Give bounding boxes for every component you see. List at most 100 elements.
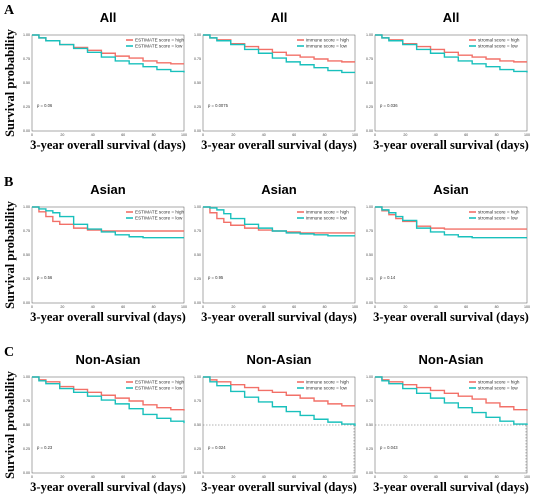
x-tick-label-c3: 100 [524,475,530,479]
p-value-a3: p = 0.036 [380,103,398,108]
x-tick-label-a3: 80 [495,133,499,137]
x-tick-label-b1: 20 [60,305,64,309]
y-tick-label-c2: 1.00 [194,375,201,379]
y-tick-label-a1: 0.00 [23,129,30,133]
x-tick-label-c1: 20 [60,475,64,479]
y-tick-label-a1: 0.75 [23,57,30,61]
y-tick-label-b2: 0.50 [194,253,201,257]
chart-title-c3: Non-Asian [419,352,484,367]
legend-label-low-c3: stromal score = low [478,386,518,391]
y-tick-label-a1: 0.25 [23,105,30,109]
y-tick-label-c3: 0.25 [366,447,373,451]
legend-label-high-c1: ESTIMATE score = high [135,380,185,385]
x-tick-label-b3: 0 [374,305,376,309]
x-tick-label-c1: 40 [91,475,95,479]
legend-label-high-c2: immune score = high [306,380,349,385]
y-tick-label-c2: 0.75 [194,399,201,403]
x-tick-label-b1: 60 [121,305,125,309]
plot-frame-a2 [202,34,356,132]
x-tick-label-c2: 80 [323,475,327,479]
y-tick-label-b1: 0.00 [23,301,30,305]
x-tick-label-b3: 40 [434,305,438,309]
km-curve-high-b1 [32,206,184,232]
x-tick-label-b2: 80 [323,305,327,309]
y-tick-label-a2: 0.25 [194,105,201,109]
p-value-c3: p = 0.043 [380,445,398,450]
chart-title-b1: Asian [90,182,125,197]
panel-letter-b: B [4,175,13,190]
x-tick-label-a2: 40 [262,133,266,137]
x-axis-label-c3: 3-year overall survival (days) [373,480,529,494]
y-tick-label-c1: 0.50 [23,423,30,427]
legend-label-high-a1: ESTIMATE score = high [135,38,185,43]
x-tick-label-b2: 40 [262,305,266,309]
x-tick-label-c3: 0 [374,475,376,479]
panel-letter-c: C [4,345,14,360]
x-axis-label-c1: 3-year overall survival (days) [30,480,186,494]
chart-title-a2: All [271,10,288,25]
legend-label-high-b2: immune score = high [306,210,349,215]
x-tick-label-b3: 20 [403,305,407,309]
y-tick-label-a2: 1.00 [194,33,201,37]
y-tick-label-a3: 0.75 [366,57,373,61]
y-tick-label-c1: 0.75 [23,399,30,403]
p-value-a1: p = 0.06 [37,103,53,108]
panel-letter-a: A [4,3,15,18]
km-curve-low-b1 [32,206,184,239]
x-tick-label-c3: 80 [495,475,499,479]
y-tick-label-c1: 0.25 [23,447,30,451]
km-curve-low-c2 [203,376,356,426]
x-tick-label-c2: 0 [202,475,204,479]
x-tick-label-c3: 20 [403,475,407,479]
plot-frame-a3 [374,34,528,132]
km-curve-low-c1 [32,376,185,424]
y-tick-label-a1: 0.50 [23,81,30,85]
y-axis-label-b1: Survival probability [3,200,17,309]
x-tick-label-b3: 100 [524,305,530,309]
x-tick-label-a1: 100 [181,133,187,137]
km-curve-low-b2 [203,206,355,237]
y-tick-label-c3: 0.50 [366,423,373,427]
legend-label-low-c1: ESTIMATE score = low [135,386,183,391]
legend-label-low-b3: stromal score = low [478,216,518,221]
p-value-b1: p = 0.56 [37,275,53,280]
y-tick-label-c3: 1.00 [366,375,373,379]
chart-title-b2: Asian [261,182,296,197]
y-tick-label-a2: 0.75 [194,57,201,61]
x-tick-label-a2: 80 [323,133,327,137]
km-curve-low-b3 [375,206,527,239]
legend-label-high-a3: stromal score = high [478,38,520,43]
legend-label-low-a3: stromal score = low [478,44,518,49]
x-tick-label-c2: 20 [231,475,235,479]
y-tick-label-b1: 0.25 [23,277,30,281]
x-tick-label-b3: 60 [464,305,468,309]
x-tick-label-a2: 100 [352,133,358,137]
legend-label-low-a1: ESTIMATE score = low [135,44,183,49]
y-tick-label-b3: 0.00 [366,301,373,305]
x-tick-label-b1: 100 [181,305,187,309]
y-tick-label-b2: 1.00 [194,205,201,209]
y-tick-label-b2: 0.25 [194,277,201,281]
x-axis-label-a3: 3-year overall survival (days) [373,138,529,152]
chart-title-a3: All [443,10,460,25]
y-tick-label-a3: 0.00 [366,129,373,133]
x-tick-label-a1: 20 [60,133,64,137]
p-value-b3: p = 0.14 [380,275,396,280]
plot-frame-b2 [202,206,356,304]
legend-label-high-b3: stromal score = high [478,210,520,215]
x-axis-label-c2: 3-year overall survival (days) [201,480,357,494]
chart-title-a1: All [100,10,117,25]
plot-frame-b3 [374,206,528,304]
chart-title-c1: Non-Asian [76,352,141,367]
legend-label-high-a2: immune score = high [306,38,349,43]
x-tick-label-c1: 60 [121,475,125,479]
y-tick-label-b3: 0.50 [366,253,373,257]
x-tick-label-b2: 0 [202,305,204,309]
x-tick-label-c2: 40 [262,475,266,479]
plot-frame-a1 [31,34,185,132]
x-tick-label-a1: 40 [91,133,95,137]
y-tick-label-c2: 0.25 [194,447,201,451]
km-curve-low-a2 [203,34,355,74]
legend-label-low-a2: immune score = low [306,44,348,49]
x-tick-label-c3: 40 [434,475,438,479]
